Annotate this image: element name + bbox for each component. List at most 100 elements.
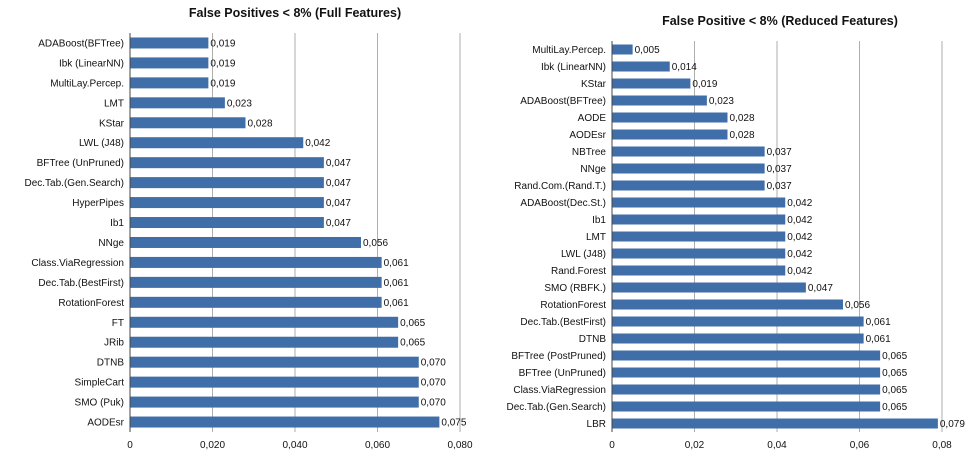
category-label: AODEsr: [569, 130, 606, 141]
data-label: 0,014: [672, 62, 697, 73]
bar: [130, 217, 324, 229]
data-label: 0,056: [363, 238, 388, 249]
bar: [612, 146, 765, 157]
category-label: AODEsr: [87, 418, 124, 429]
bar: [130, 77, 209, 89]
data-label: 0,042: [787, 232, 812, 243]
category-label: DTNB: [579, 334, 607, 345]
bar: [130, 256, 382, 268]
bar: [130, 236, 361, 248]
bar: [612, 367, 881, 378]
chart-title: False Positives < 8% (Full Features): [189, 6, 401, 20]
data-label: 0,019: [210, 78, 235, 89]
bar: [130, 376, 419, 388]
bar: [612, 61, 670, 72]
bar: [130, 37, 209, 49]
bar: [612, 316, 864, 327]
bar: [612, 350, 881, 361]
category-label: KStar: [581, 79, 607, 90]
data-label: 0,065: [882, 385, 907, 396]
data-label: 0,023: [709, 96, 734, 107]
category-label: RotationForest: [540, 300, 606, 311]
data-label: 0,019: [692, 79, 717, 90]
data-label: 0,042: [787, 198, 812, 209]
category-label: Ib1: [110, 218, 124, 229]
category-label: Dec.Tab.(Gen.Search): [25, 178, 125, 189]
bar: [130, 117, 246, 129]
data-label: 0,042: [787, 215, 812, 226]
bar: [612, 282, 806, 293]
data-label: 0,065: [400, 318, 425, 329]
data-label: 0,028: [730, 130, 755, 141]
x-tick-label: 0,080: [447, 440, 472, 451]
x-tick-label: 0,08: [932, 440, 952, 451]
data-label: 0,061: [384, 298, 409, 309]
chart-title: False Positive < 8% (Reduced Features): [662, 14, 898, 28]
bar: [612, 129, 728, 140]
data-label: 0,065: [882, 368, 907, 379]
data-label: 0,042: [787, 249, 812, 260]
category-label: NBTree: [572, 147, 607, 158]
bar: [130, 276, 382, 288]
bar: [612, 248, 786, 259]
data-label: 0,037: [767, 147, 792, 158]
bar: [612, 214, 786, 225]
data-label: 0,070: [421, 358, 446, 369]
data-label: 0,065: [882, 402, 907, 413]
data-label: 0,047: [326, 158, 351, 169]
bar: [130, 396, 419, 408]
data-label: 0,019: [210, 38, 235, 49]
x-tick-label: 0,060: [365, 440, 390, 451]
category-label: DTNB: [97, 358, 125, 369]
category-label: RotationForest: [58, 298, 124, 309]
data-label: 0,061: [384, 278, 409, 289]
category-label: LWL (J48): [79, 138, 124, 149]
category-label: SMO (RBFK.): [544, 283, 606, 294]
bar: [612, 197, 786, 208]
data-label: 0,047: [808, 283, 833, 294]
bar: [612, 163, 765, 174]
data-label: 0,047: [326, 178, 351, 189]
bar: [130, 177, 324, 189]
data-label: 0,047: [326, 218, 351, 229]
data-label: 0,047: [326, 198, 351, 209]
data-label: 0,070: [421, 398, 446, 409]
category-label: BFTree (UnPruned): [519, 368, 606, 379]
category-label: LWL (J48): [561, 249, 606, 260]
data-label: 0,023: [227, 98, 252, 109]
category-label: Class.ViaRegression: [513, 385, 606, 396]
bar: [612, 231, 786, 242]
category-label: NNge: [580, 164, 606, 175]
category-label: ADABoost(Dec.St.): [520, 198, 606, 209]
x-tick-label: 0: [127, 440, 133, 451]
bar: [130, 336, 399, 348]
data-label: 0,028: [730, 113, 755, 124]
category-label: JRib: [104, 338, 124, 349]
category-label: Rand.Com.(Rand.T.): [514, 181, 606, 192]
data-label: 0,065: [882, 351, 907, 362]
category-label: LBR: [587, 419, 606, 430]
category-label: BFTree (PostPruned): [511, 351, 606, 362]
chart-1: False Positive < 8% (Reduced Features) 0 0…: [507, 14, 966, 451]
category-label: LMT: [586, 232, 606, 243]
category-label: SimpleCart: [75, 378, 125, 389]
x-tick-label: 0,040: [282, 440, 307, 451]
bar: [130, 97, 225, 109]
x-tick-label: 0,04: [767, 440, 787, 451]
category-label: Dec.Tab.(Gen.Search): [507, 402, 607, 413]
bar: [612, 333, 864, 344]
data-label: 0,079: [940, 419, 965, 430]
bar: [130, 316, 399, 328]
data-label: 0,070: [421, 378, 446, 389]
category-label: Ibk (LinearNN): [59, 58, 124, 69]
category-label: Class.ViaRegression: [31, 258, 124, 269]
bar: [612, 78, 691, 89]
x-tick-label: 0,020: [200, 440, 225, 451]
category-label: Dec.Tab.(BestFirst): [520, 317, 606, 328]
data-label: 0,061: [384, 258, 409, 269]
x-tick-label: 0: [609, 440, 615, 451]
bar: [130, 137, 304, 149]
bar: [612, 265, 786, 276]
